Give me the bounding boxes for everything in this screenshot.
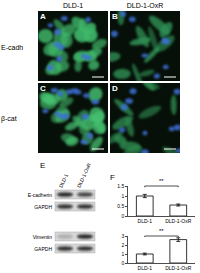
svg-text:β-cat: β-cat — [1, 115, 17, 123]
svg-text:F: F — [110, 173, 115, 182]
svg-text:DLD-1: DLD-1 — [138, 218, 153, 224]
svg-text:DLD-1: DLD-1 — [138, 265, 153, 271]
svg-text:A: A — [40, 12, 46, 21]
svg-text:0.5: 0.5 — [117, 203, 124, 209]
svg-text:1.5: 1.5 — [117, 183, 124, 189]
svg-text:DLD-1-OxR: DLD-1-OxR — [165, 218, 192, 224]
svg-text:E: E — [40, 161, 45, 170]
svg-text:0: 0 — [122, 260, 125, 266]
svg-text:Vimentin: Vimentin — [33, 234, 53, 240]
svg-text:D: D — [112, 84, 118, 93]
svg-text:E-cadherin: E-cadherin — [28, 192, 52, 198]
svg-text:DLD-1-OxR: DLD-1-OxR — [127, 2, 164, 9]
svg-text:DLD-1: DLD-1 — [57, 173, 69, 189]
svg-text:0: 0 — [122, 213, 125, 219]
svg-text:C: C — [40, 84, 46, 93]
svg-text:2: 2 — [122, 242, 125, 248]
svg-text:GAPDH: GAPDH — [34, 204, 52, 210]
svg-text:B: B — [112, 12, 118, 21]
svg-text:**: ** — [159, 228, 164, 234]
svg-text:DLD-1: DLD-1 — [63, 2, 83, 9]
svg-text:DLD-1-OxR: DLD-1-OxR — [75, 162, 92, 189]
svg-text:**: ** — [159, 178, 164, 184]
svg-text:DLD-1-OxR: DLD-1-OxR — [165, 265, 192, 271]
svg-text:3: 3 — [122, 233, 125, 239]
svg-text:1: 1 — [122, 193, 125, 199]
svg-text:GAPDH: GAPDH — [34, 246, 52, 252]
svg-text:E-cadh: E-cadh — [1, 44, 23, 51]
svg-text:1: 1 — [122, 251, 125, 257]
